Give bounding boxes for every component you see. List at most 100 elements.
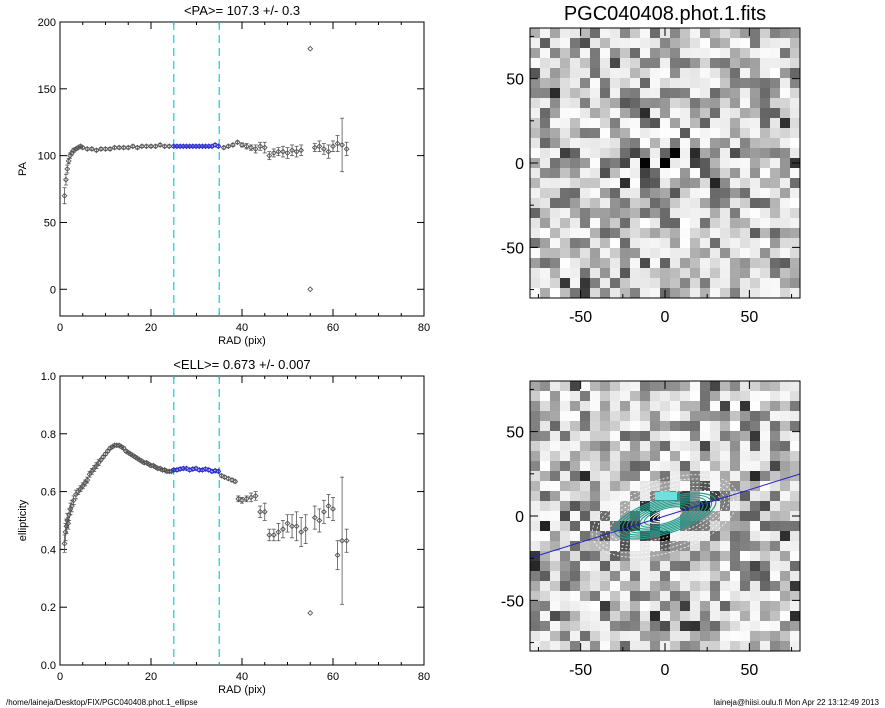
- image-pixel: [680, 228, 691, 239]
- image-pixel: [570, 248, 581, 259]
- image-pixel: [790, 501, 800, 512]
- data-point: [65, 520, 72, 527]
- image-pixel: [760, 601, 771, 612]
- image-pixel: [750, 421, 761, 432]
- image-pixel: [610, 288, 621, 298]
- image-pixel: [750, 391, 761, 402]
- image-pixel: [780, 38, 791, 49]
- data-point: [143, 459, 150, 466]
- image-pixel: [760, 98, 771, 109]
- image-pixel: [650, 401, 661, 412]
- image-pixel: [710, 258, 721, 269]
- image-pixel: [610, 511, 621, 522]
- image-pixel: [620, 611, 631, 622]
- image-pixel: [730, 98, 741, 109]
- image-pixel: [750, 611, 761, 622]
- image-pixel: [580, 118, 591, 129]
- image-pixel: [710, 278, 721, 289]
- image-pixel: [740, 501, 751, 512]
- image-pixel: [620, 248, 631, 259]
- image-pixel: [540, 98, 551, 109]
- image-pixel: [550, 198, 561, 209]
- image-pixel: [690, 58, 701, 69]
- image-pixel: [750, 461, 761, 472]
- image-pixel: [700, 258, 711, 269]
- image-pixel: [760, 571, 771, 582]
- image-pixel: [620, 208, 631, 219]
- image-pixel: [600, 571, 611, 582]
- image-pixel: [790, 238, 800, 249]
- image-pixel: [540, 118, 551, 129]
- image-pixel: [760, 561, 771, 572]
- image-pixel: [760, 441, 771, 452]
- image-pixel: [760, 248, 771, 259]
- image-pixel: [760, 178, 771, 189]
- image-pixel: [730, 58, 741, 69]
- image-pixel: [610, 268, 621, 279]
- data-point: [88, 146, 95, 152]
- image-pixel: [570, 641, 581, 651]
- image-pixel: [790, 421, 800, 432]
- image-pixel: [670, 278, 681, 289]
- image-pixel: [720, 138, 731, 149]
- image-pixel: [530, 501, 541, 512]
- image-pixel: [550, 401, 561, 412]
- image-pixel: [560, 148, 571, 159]
- image-pixel: [560, 581, 571, 592]
- image-pixel: [570, 521, 581, 532]
- image-pixel: [570, 148, 581, 159]
- image-pixel: [540, 58, 551, 69]
- image-pixel: [530, 471, 541, 482]
- data-point: [239, 497, 245, 504]
- image-pixel: [790, 461, 800, 472]
- image-pixel: [780, 208, 791, 219]
- image-pixel: [590, 288, 601, 298]
- data-point: [320, 508, 327, 515]
- image-pixel: [750, 531, 761, 542]
- image-pixel: [780, 188, 791, 199]
- image-pixel: [620, 621, 631, 632]
- image-pixel: [780, 431, 791, 442]
- image-pixel: [710, 178, 721, 189]
- image-pixel: [540, 138, 551, 149]
- image-pixel: [610, 621, 621, 632]
- image-pixel: [660, 431, 671, 442]
- image-pixel: [710, 391, 721, 402]
- image-pixel: [630, 118, 641, 129]
- y-tick-label: 0.8: [41, 429, 56, 441]
- data-point: [148, 143, 154, 150]
- image-pixel: [540, 441, 551, 452]
- image-pixel: [560, 188, 571, 199]
- image-pixel: [570, 78, 581, 89]
- image-pixel: [700, 581, 711, 592]
- image-pixel: [640, 451, 651, 462]
- image-pixel: [650, 168, 661, 179]
- image-pixel: [690, 531, 701, 542]
- image-pixel: [590, 641, 601, 651]
- image-pixel: [660, 218, 671, 229]
- image-pixel: [570, 128, 581, 139]
- image-pixel: [730, 278, 741, 289]
- image-pixel: [610, 561, 621, 572]
- image-pixel: [550, 248, 561, 259]
- image-pixel: [680, 98, 691, 109]
- image-pixel: [700, 228, 711, 239]
- image-pixel: [710, 168, 721, 179]
- image-pixel: [650, 68, 661, 79]
- x-tick-label: 50: [740, 309, 758, 326]
- image-pixel: [690, 208, 701, 219]
- image-pixel: [530, 178, 541, 189]
- image-pixel: [760, 591, 771, 602]
- image-pixel: [630, 158, 641, 169]
- image-pixel: [660, 421, 671, 432]
- image-pixel: [710, 118, 721, 129]
- image-pixel: [720, 288, 731, 298]
- image-pixel: [630, 451, 641, 462]
- image-pixel: [710, 38, 721, 49]
- image-pixel: [750, 208, 761, 219]
- image-pixel: [590, 631, 601, 642]
- image-pixel: [740, 621, 751, 632]
- image-pixel: [660, 88, 671, 99]
- image-pixel: [770, 431, 781, 442]
- image-pixel: [530, 58, 541, 69]
